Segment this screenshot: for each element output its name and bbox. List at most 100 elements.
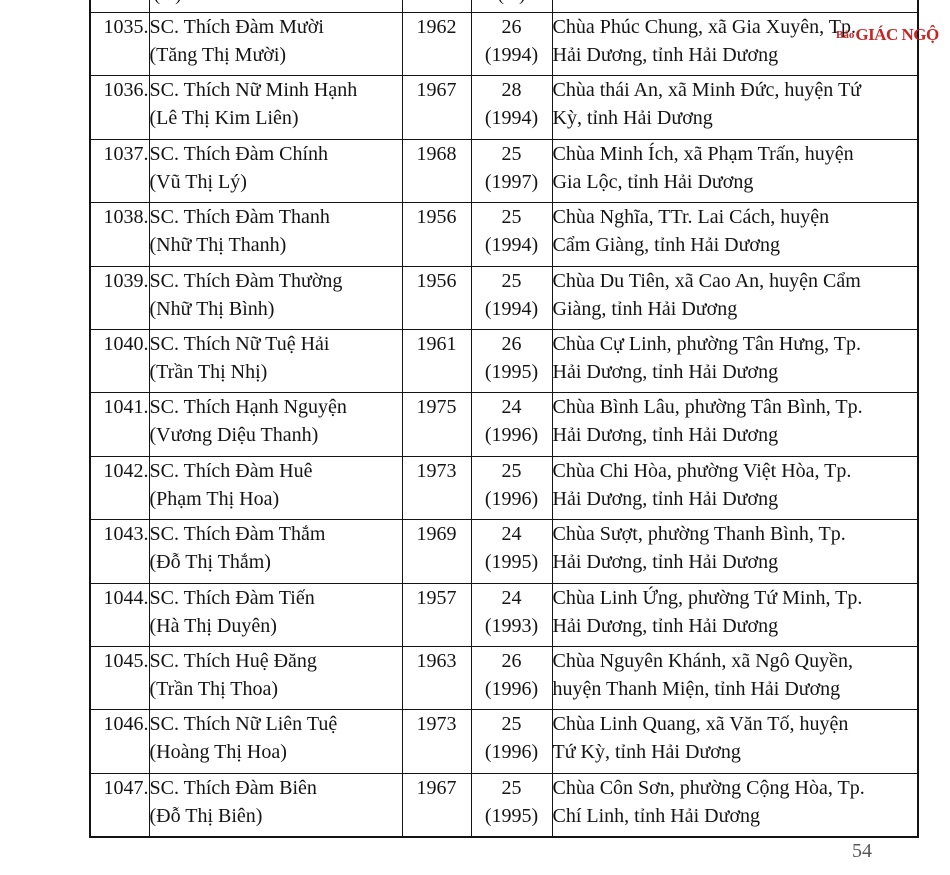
name-cell: SC. Thích Nữ Minh Hạnh (Lê Thị Kim Liên) [148, 75, 403, 140]
name-cell: SC. Thích Đàm Huê (Phạm Thị Hoa) [148, 455, 403, 521]
secular-name: (Tăng Thị Mười) [149, 44, 287, 66]
table-row: 1041. SC. Thích Hạnh Nguyện (Vương Diệu … [89, 392, 919, 457]
birth-year-cell: 1963 [401, 645, 472, 711]
birth-year-cell: 1962 [401, 11, 472, 77]
name-cell: SC. Thích Đàm Thường (Nhữ Thị Bình) [148, 265, 403, 330]
secular-name: (Hoàng Thị Hoa) [149, 741, 287, 764]
secular-name: (Lê Thị Kim Liên) [149, 107, 299, 130]
birth-year-cell: 1956 [401, 265, 472, 330]
address-line: Hải Dương, tỉnh Hải Dương [552, 551, 779, 574]
address-line: Giàng, tỉnh Hải Dương [552, 297, 738, 320]
age-cell: 28 (1994) [470, 75, 553, 140]
row-number-cell: 1036. [89, 75, 150, 140]
name-cell: SC. Thích Đàm Biên (Đỗ Thị Biên) [148, 772, 403, 838]
table-row: 1039. SC. Thích Đàm Thường (Nhữ Thị Bình… [89, 265, 919, 330]
address-line: Chùa Linh Ứng, phường Tứ Minh, Tp. [552, 586, 863, 609]
age-year: (1996) [484, 487, 539, 510]
row-number-cell: 1035. [89, 11, 150, 77]
age-value: 28 [501, 79, 522, 102]
address-line: Hải Dương, tỉnh Hải Dương [552, 44, 779, 66]
address-line: Chùa Linh Quang, xã Văn Tố, huyện [552, 713, 849, 736]
age-year: (1994) [484, 234, 539, 257]
birth-year-cell [401, 0, 472, 13]
age-cell: 24 (1993) [470, 582, 553, 647]
age-year: (1995) [484, 360, 539, 383]
table-row: 1037. SC. Thích Đàm Chính (Vũ Thị Lý) 19… [89, 138, 919, 204]
table-row: 1036. SC. Thích Nữ Minh Hạnh (Lê Thị Kim… [89, 75, 919, 140]
birth-year-cell: 1961 [401, 328, 472, 394]
address-cell: Chùa Sượt, phường Thanh Bình, Tp. Hải Dư… [551, 519, 919, 584]
dharma-name: SC. Thích Đàm Mười [149, 16, 324, 38]
row-number-cell: 1042. [89, 455, 150, 521]
address-cell [551, 0, 919, 13]
address-line: Chùa Nghĩa, TTr. Lai Cách, huyện [552, 206, 830, 229]
secular-name: (Đỗ Thị Biên) [149, 804, 263, 827]
address-cell: Chùa Cự Linh, phường Tân Hưng, Tp. Hải D… [551, 328, 919, 394]
address-line: huyện Thanh Miện, tỉnh Hải Dương [552, 677, 841, 700]
age-cell: (...) [470, 0, 553, 13]
table-row: 1038. SC. Thích Đàm Thanh (Nhữ Thị Thanh… [89, 202, 919, 267]
age-value: 24 [501, 586, 522, 609]
birth-year-cell: 1973 [401, 455, 472, 521]
address-line: Chùa Du Tiên, xã Cao An, huyện Cẩm [552, 269, 861, 292]
address-cell: Chùa Linh Quang, xã Văn Tố, huyện Tứ Kỳ,… [551, 709, 919, 774]
age-year: (1996) [484, 677, 539, 700]
address-line: Chùa Cự Linh, phường Tân Hưng, Tp. [552, 332, 861, 355]
address-line: Hải Dương, tỉnh Hải Dương [552, 614, 779, 637]
row-number-cell: 1046. [89, 709, 150, 774]
address-cell: Chùa Nguyên Khánh, xã Ngô Quyền, huyện T… [551, 645, 919, 711]
address-cell: Chùa Nghĩa, TTr. Lai Cách, huyện Cẩm Già… [551, 202, 919, 267]
address-cell: Chùa Du Tiên, xã Cao An, huyện Cẩm Giàng… [551, 265, 919, 330]
giac-ngo-watermark: BáoGIÁC NGỘ [836, 25, 939, 45]
name-cell: SC. Thích Nữ Tuệ Hải (Trần Thị Nhị) [148, 328, 403, 394]
birth-year-cell: 1957 [401, 582, 472, 647]
birth-year-cell: 1967 [401, 75, 472, 140]
address-line: Hải Dương, tỉnh Hải Dương [552, 487, 779, 510]
address-cell: Chùa Bình Lâu, phường Tân Bình, Tp. Hải … [551, 392, 919, 457]
age-year: (1995) [484, 804, 539, 827]
secular-name: (Trần Thị Thoa) [149, 677, 279, 700]
dharma-name: SC. Thích Nữ Minh Hạnh [149, 79, 358, 102]
name-cell: SC. Thích Nữ Liên Tuệ (Hoàng Thị Hoa) [148, 709, 403, 774]
dharma-name: SC. Thích Đàm Thanh [149, 206, 330, 229]
age-year: (1995) [484, 551, 539, 574]
secular-name: (Nhữ Thị Bình) [149, 297, 275, 320]
dharma-name: SC. Thích Đàm Tiến [149, 586, 315, 609]
dharma-name: SC. Thích Nữ Tuệ Hải [149, 332, 330, 355]
secular-name: (Vũ Thị Lý) [149, 170, 247, 193]
table-row: 1043. SC. Thích Đàm Thắm (Đỗ Thị Thắm) 1… [89, 519, 919, 584]
address-line: Gia Lộc, tỉnh Hải Dương [552, 170, 754, 193]
age-year: (1994) [484, 107, 539, 130]
age-value: 26 [501, 649, 522, 672]
birth-year-cell: 1969 [401, 519, 472, 584]
age-value: 25 [501, 269, 522, 292]
age-value: 25 [501, 713, 522, 736]
age-value: 25 [501, 776, 522, 799]
dharma-name: SC. Thích Đàm Huê [149, 459, 313, 482]
birth-year-cell: 1973 [401, 709, 472, 774]
age-cell: 24 (1996) [470, 392, 553, 457]
age-cell: 25 (1997) [470, 138, 553, 204]
secular-name: (Phạm Thị Hoa) [149, 487, 280, 510]
name-cell: SC. Thích Đàm Tiến (Hà Thị Duyên) [148, 582, 403, 647]
row-number-cell: 1043. [89, 519, 150, 584]
name-cell: SC. Thích Đàm Thanh (Nhữ Thị Thanh) [148, 202, 403, 267]
address-line: Chùa thái An, xã Minh Đức, huyện Tứ [552, 79, 861, 102]
age-cell: 25 (1995) [470, 772, 553, 838]
dharma-name: SC. Thích Nữ Liên Tuệ [149, 713, 338, 736]
age-cell: 26 (1995) [470, 328, 553, 394]
table-row: 1045. SC. Thích Huệ Đăng (Trần Thị Thoa)… [89, 645, 919, 711]
age-year: (1993) [484, 614, 539, 637]
age-value: 25 [501, 142, 522, 165]
birth-year-cell: 1968 [401, 138, 472, 204]
age-year: (1996) [484, 424, 539, 447]
name-cell: SC. Thích Đàm Chính (Vũ Thị Lý) [148, 138, 403, 204]
name-cell: SC. Thích Đàm Thắm (Đỗ Thị Thắm) [148, 519, 403, 584]
page-number: 54 [852, 840, 872, 862]
address-cell: Chùa Linh Ứng, phường Tứ Minh, Tp. Hải D… [551, 582, 919, 647]
address-line: Tứ Kỳ, tỉnh Hải Dương [552, 741, 741, 764]
dharma-name: SC. Thích Đàm Thắm [149, 523, 326, 546]
name-cell: (...) [148, 0, 403, 13]
address-line: Chùa Phúc Chung, xã Gia Xuyên, Tp. [552, 16, 856, 38]
